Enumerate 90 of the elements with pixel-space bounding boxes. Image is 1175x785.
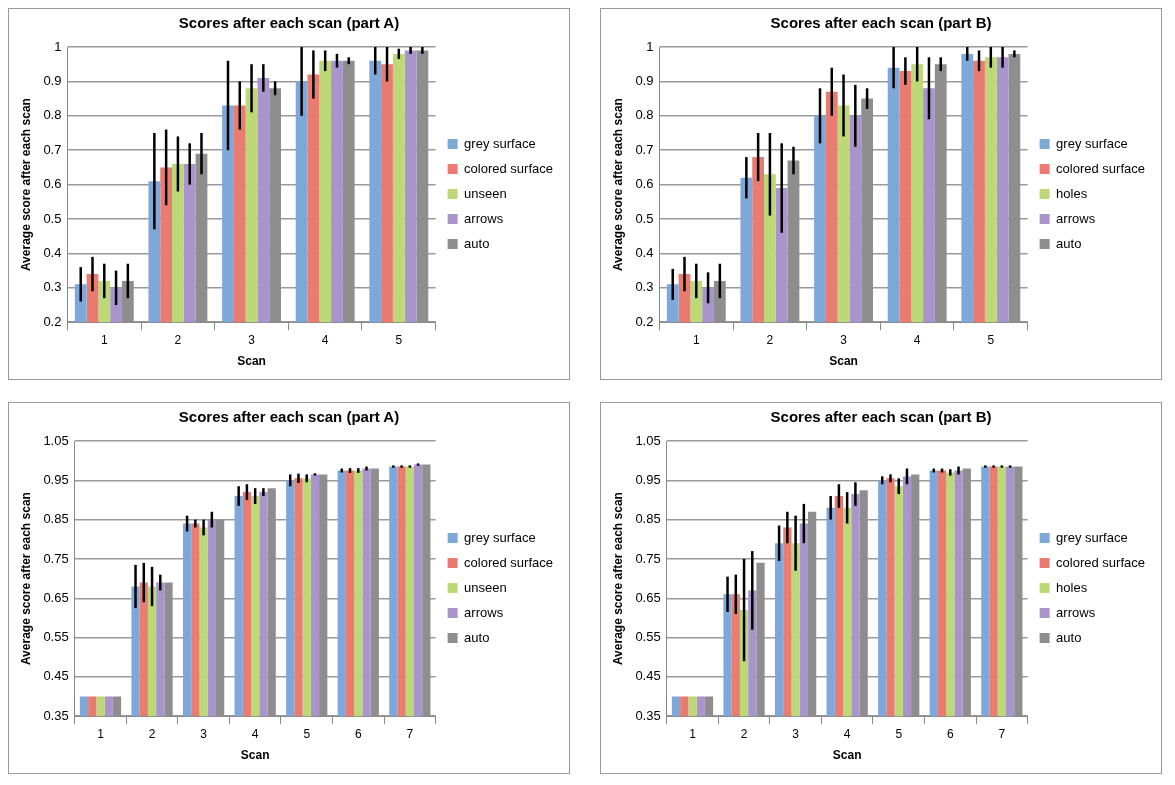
x-tick-label: 4 [843,726,851,741]
y-axis-title: Average score after each scan [610,98,625,272]
x-axis-title: Scan [832,748,862,763]
y-tick-label: 0.55 [43,629,69,645]
y-tick-label: 0.55 [635,629,661,645]
legend-label: arrows [464,604,504,620]
y-tick-label: 0.5 [635,210,654,226]
y-tick-label: 0.7 [635,141,654,157]
y-tick-label: 0.9 [635,72,654,88]
legend-label: auto [464,629,490,645]
legend-label: grey surface [464,529,536,545]
x-tick-label: 7 [406,726,414,741]
x-tick-label: 3 [200,726,208,741]
legend-label: holes [1056,579,1088,595]
y-tick-label: 0.35 [635,707,661,723]
x-tick-label: 5 [895,726,903,741]
x-tick-label: 2 [174,332,182,347]
y-tick-label: 0.35 [43,707,69,723]
y-tick-label: 0.4 [635,244,654,260]
legend-label: colored surface [1056,160,1146,176]
x-tick-label: 3 [248,332,256,347]
x-tick-label: 3 [840,332,848,347]
legend-label: unseen [464,185,507,201]
legend-label: grey surface [1056,529,1128,545]
chart-title: Scores after each scan (part B) [770,14,992,32]
y-tick-label: 0.65 [635,589,661,605]
y-tick-label: 0.45 [635,668,661,684]
x-tick-label: 5 [303,726,311,741]
y-tick-label: 0.45 [43,668,69,684]
y-tick-label: 1.05 [635,432,661,448]
y-tick-label: 0.2 [43,313,62,329]
x-tick-label: 3 [792,726,800,741]
x-tick-label: 2 [148,726,156,741]
y-tick-label: 0.85 [43,511,69,527]
chart-title: Scores after each scan (part A) [178,408,400,426]
legend-label: colored surface [1056,554,1146,570]
legend-label: holes [1056,185,1088,201]
x-tick-label: 4 [913,332,921,347]
x-tick-label: 6 [946,726,954,741]
x-tick-label: 1 [689,726,697,741]
y-tick-label: 0.7 [43,141,62,157]
y-tick-label: 0.9 [43,72,62,88]
x-tick-label: 1 [100,332,108,347]
legend-label: unseen [464,579,507,595]
legend-label: colored surface [464,554,554,570]
x-tick-label: 6 [354,726,362,741]
y-tick-label: 0.95 [43,471,69,487]
x-axis-title: Scan [237,354,266,369]
y-tick-label: 0.8 [635,107,654,123]
y-tick-label: 1.05 [43,432,69,448]
legend-label: auto [464,235,490,251]
x-tick-label: 1 [97,726,105,741]
y-tick-label: 0.5 [43,210,62,226]
x-tick-label: 7 [998,726,1006,741]
x-tick-label: 4 [321,332,329,347]
legend-label: arrows [1056,604,1096,620]
y-tick-label: 0.2 [635,313,654,329]
x-tick-label: 2 [740,726,748,741]
y-axis-title: Average score after each scan [18,492,33,666]
y-tick-label: 0.3 [43,279,62,295]
y-tick-label: 0.4 [43,244,62,260]
legend-label: auto [1056,235,1082,251]
y-tick-label: 0.75 [635,550,661,566]
y-axis-title: Average score after each scan [18,98,33,272]
chart-title: Scores after each scan (part B) [770,408,992,426]
legend-label: grey surface [464,135,536,151]
y-tick-label: 0.75 [43,550,69,566]
x-tick-label: 5 [987,332,995,347]
legend-label: arrows [1056,210,1096,226]
x-axis-title: Scan [240,748,270,763]
x-tick-label: 2 [766,332,774,347]
legend-label: arrows [464,210,504,226]
y-tick-label: 0.95 [635,471,661,487]
y-tick-label: 1 [646,38,654,54]
legend-label: grey surface [1056,135,1128,151]
y-tick-label: 0.65 [43,589,69,605]
y-tick-label: 0.3 [635,279,654,295]
legend-label: colored surface [464,160,554,176]
x-tick-label: 4 [251,726,259,741]
y-tick-label: 0.6 [635,176,654,192]
y-axis-title: Average score after each scan [610,492,625,666]
y-tick-label: 0.6 [43,176,62,192]
y-tick-label: 0.85 [635,511,661,527]
x-tick-label: 1 [692,332,700,347]
y-tick-label: 1 [54,38,62,54]
x-tick-label: 5 [395,332,403,347]
chart-title: Scores after each scan (part A) [178,14,400,32]
x-axis-title: Scan [829,354,858,369]
legend-label: auto [1056,629,1082,645]
y-tick-label: 0.8 [43,107,62,123]
